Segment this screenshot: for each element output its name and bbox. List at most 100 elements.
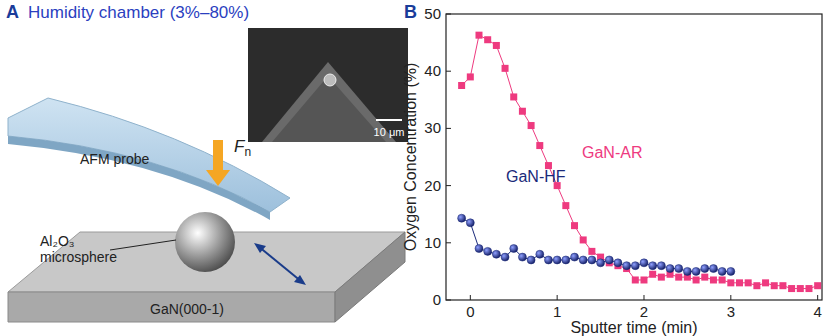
x-tick [817,295,818,300]
data-point [701,274,708,281]
substrate-front [8,292,335,322]
force-arrow-head [206,170,230,186]
x-tick-label: 0 [466,303,474,320]
data-point [736,279,743,286]
data-point [675,274,682,281]
panel-label: B [404,2,417,22]
data-point [571,222,578,229]
data-point [597,259,605,267]
chamber-label: Humidity chamber (3%–80%) [28,3,249,22]
x-tick [557,295,558,300]
data-point [814,282,821,289]
data-point [501,253,509,261]
data-point [649,262,657,270]
data-point [466,219,474,227]
data-point [579,256,587,264]
data-point [588,256,596,264]
data-point [458,214,466,222]
data-point [493,42,500,49]
data-point [475,32,482,39]
data-point [631,262,639,270]
data-point [527,256,535,264]
x-tick [470,295,471,300]
data-point [632,276,639,283]
data-point [692,267,700,275]
data-point [553,256,561,264]
data-point [605,256,613,264]
data-point [779,282,786,289]
microsphere [175,212,235,272]
data-point [528,122,535,129]
y-tick-label: 10 [424,234,441,251]
y-tick-label: 0 [433,291,441,308]
cantilever [8,98,290,212]
data-point [536,250,544,258]
plot-area [458,32,822,292]
probe-label: AFM probe [80,151,149,167]
plot-frame [446,14,822,300]
data-point [614,259,622,267]
data-point [718,267,726,275]
data-point [762,279,769,286]
x-axis-label: Sputter time (min) [570,319,697,336]
data-point [544,256,552,264]
data-point [797,285,804,292]
panel-label: A [6,2,19,22]
data-point [719,276,726,283]
data-point [727,267,735,275]
y-tick-label: 40 [424,62,441,79]
data-point [701,265,709,273]
y-tick [446,242,451,243]
series-line [462,218,731,271]
data-point [675,265,683,273]
arrow-head [294,275,306,285]
data-point [492,250,500,258]
microsphere-label: Al₂O₃ [40,233,74,249]
scale-bar-label: 10 μm [374,126,405,138]
y-axis-label: Oxygen Concentration (%) [402,63,419,252]
data-point [510,93,517,100]
y-tick [446,128,451,129]
y-tick-label: 50 [424,5,441,22]
y-tick [446,185,451,186]
data-point [484,247,492,255]
data-point [710,276,717,283]
data-point [536,142,543,149]
data-point [458,82,465,89]
data-point [640,276,647,283]
data-point [649,271,656,278]
data-point [623,262,631,270]
y-tick-label: 20 [424,177,441,194]
x-tick [643,295,644,300]
data-point [502,65,509,72]
y-tick-label: 30 [424,119,441,136]
data-point [683,267,691,275]
data-point [727,279,734,286]
data-point [588,248,595,255]
data-point [571,253,579,261]
data-point [484,36,491,43]
scale-bar [376,119,402,121]
data-point [518,253,526,261]
y-tick [446,71,451,72]
series-label: GaN-HF [506,168,566,185]
slide-arrow [258,246,302,282]
data-point [562,256,570,264]
leader-line [110,240,176,250]
x-tick-label: 2 [640,303,648,320]
data-point [666,265,674,273]
data-point [467,73,474,80]
x-tick-label: 3 [727,303,735,320]
x-tick [730,295,731,300]
y-tick [446,300,451,301]
data-point [475,245,483,253]
sem-inset [248,28,408,142]
data-point [580,236,587,243]
data-point [657,262,665,270]
data-point [745,279,752,286]
arrow-head [254,243,266,253]
data-point [562,202,569,209]
data-point [519,108,526,115]
series-line [462,35,818,288]
cantilever-edge [8,136,270,220]
